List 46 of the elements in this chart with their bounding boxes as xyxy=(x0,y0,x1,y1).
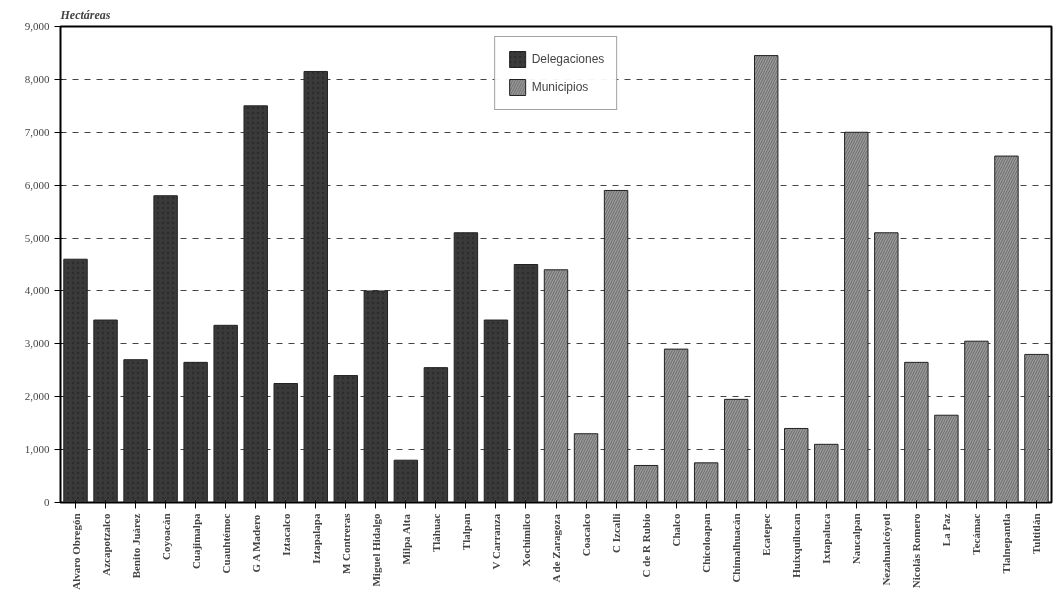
x-tick-label: A de Zaragoza xyxy=(550,513,562,583)
y-tick-label: 8,000 xyxy=(24,72,50,85)
y-axis-title: Hectáreas xyxy=(59,7,111,22)
y-tick-label: 9,000 xyxy=(24,20,50,32)
x-tick-label: Benito Juárez xyxy=(129,513,142,579)
x-tick-label: Ecatepec xyxy=(760,513,773,556)
x-tick-label: Xochimilco xyxy=(519,513,532,567)
x-tick-label: G A Madero xyxy=(249,514,262,573)
x-tick-label: Ixtapaluca xyxy=(820,513,833,564)
y-tick-label: 4,000 xyxy=(24,284,50,297)
x-tick-label: Coyoacán xyxy=(159,513,172,560)
x-tick-label: C de R Rubio xyxy=(640,513,653,578)
x-tick-label: Iztacalco xyxy=(279,513,292,556)
x-tick-label: Chimalhuacán xyxy=(730,513,743,583)
x-tick-label: Tlalpan xyxy=(459,513,472,551)
x-tick-label: Cuauhtémoc xyxy=(219,513,232,574)
x-tick-label: Tlalnepantla xyxy=(1000,513,1013,574)
x-tick-label: Cuajimalpa xyxy=(189,513,202,570)
x-tick-label: Coacalco xyxy=(580,513,593,557)
y-tick-label: 6,000 xyxy=(24,178,50,191)
y-tick-label: 3,000 xyxy=(24,337,50,350)
y-tick-label: 7,000 xyxy=(24,125,50,138)
legend-label: Municipios xyxy=(531,80,589,94)
x-tick-label: Chicoloapan xyxy=(700,513,713,573)
y-tick-label: 5,000 xyxy=(24,231,50,244)
y-tick-label: 1,000 xyxy=(24,443,50,456)
x-tick-label: C Izcalli xyxy=(610,513,623,553)
x-tick-label: Iztapalapa xyxy=(309,513,322,564)
x-tick-label: Huixquilucan xyxy=(790,513,803,578)
legend-label: Delegaciones xyxy=(531,52,605,66)
x-tick-label: Tláhuac xyxy=(429,513,442,553)
x-tick-label: Milpa Alta xyxy=(399,513,412,565)
x-tick-label: Alvaro Obregón xyxy=(69,513,82,590)
x-tick-label: V Carranza xyxy=(489,513,502,570)
x-tick-label: La Paz xyxy=(940,513,953,547)
x-tick-label: Chalco xyxy=(670,513,683,547)
x-tick-label: M Contreras xyxy=(339,512,352,575)
y-tick-label: 2,000 xyxy=(24,390,50,403)
y-tick-label: 0 xyxy=(44,496,50,508)
x-tick-label: Naucalpan xyxy=(850,513,863,565)
x-tick-label: Tultitlán xyxy=(1030,513,1043,555)
x-tick-label: Miguel Hidalgo xyxy=(369,513,382,587)
x-tick-label: Tecámac xyxy=(970,513,983,555)
x-tick-label: Nicolás Romero xyxy=(910,513,923,589)
x-tick-label: Azcapotzalco xyxy=(99,513,112,576)
x-tick-label: Nezahualcóyotl xyxy=(880,513,893,586)
